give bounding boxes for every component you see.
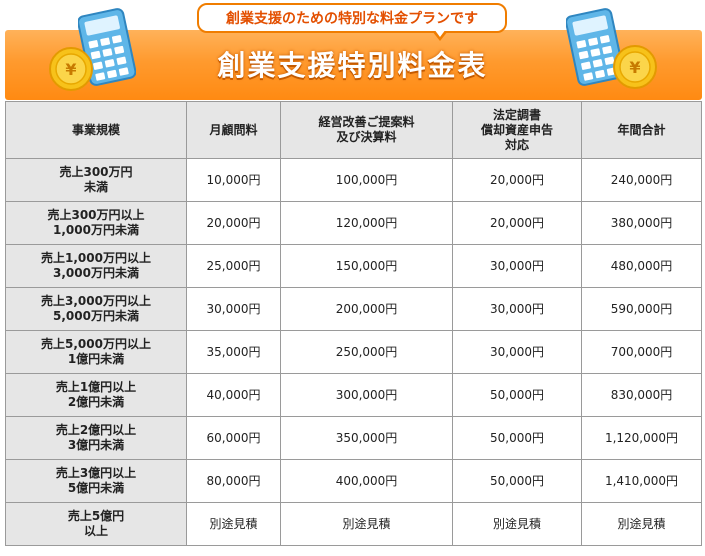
header-business-scale: 事業規模 [5,101,187,159]
table-row: 売上3,000万円以上 5,000万円未満 30,000円 200,000円 30,00… [5,287,702,331]
svg-text:¥: ¥ [65,60,76,79]
pricing-table: 事業規模 月顧問料 経営改善ご提案料 及び決算料 法定調書 償却資産申告 対応 年間合… [5,101,702,546]
row-monthly-fee: 80,000円 [186,459,281,503]
row-proposal-fee: 350,000円 [280,416,453,460]
row-statutory-fee: 30,000円 [452,287,582,331]
header-statutory-fee: 法定調書 償却資産申告 対応 [452,101,582,159]
row-proposal-fee: 別途見積 [280,502,453,546]
row-business-scale: 売上1,000万円以上 3,000万円未満 [5,244,187,288]
row-annual-total: 380,000円 [581,201,702,245]
row-annual-total: 830,000円 [581,373,702,417]
row-business-scale: 売上300万円以上 1,000万円未満 [5,201,187,245]
page-title: 創業支援特別料金表 [217,49,488,82]
header-monthly-fee: 月顧問料 [186,101,281,159]
yen-coin-icon: ¥ [613,45,657,89]
table-row: 売上1,000万円以上 3,000万円未満 25,000円 150,000円 30,00… [5,244,702,288]
row-statutory-fee: 50,000円 [452,373,582,417]
row-monthly-fee: 35,000円 [186,330,281,374]
row-business-scale: 売上3,000万円以上 5,000万円未満 [5,287,187,331]
row-statutory-fee: 30,000円 [452,330,582,374]
table-row: 売上300万円 未満 10,000円 100,000円 20,000円 240,000円 [5,158,702,202]
row-business-scale: 売上5,000万円以上 1億円未満 [5,330,187,374]
row-proposal-fee: 300,000円 [280,373,453,417]
row-annual-total: 590,000円 [581,287,702,331]
row-statutory-fee: 30,000円 [452,244,582,288]
table-row: 売上300万円以上 1,000万円未満 20,000円 120,000円 20,000円… [5,201,702,245]
speech-bubble: 創業支援のための特別な料金プランです [197,3,507,33]
row-proposal-fee: 250,000円 [280,330,453,374]
row-proposal-fee: 120,000円 [280,201,453,245]
row-monthly-fee: 20,000円 [186,201,281,245]
header-annual-total: 年間合計 [581,101,702,159]
row-annual-total: 700,000円 [581,330,702,374]
row-business-scale: 売上5億円 以上 [5,502,187,546]
row-annual-total: 480,000円 [581,244,702,288]
row-statutory-fee: 20,000円 [452,158,582,202]
table-row: 売上5,000万円以上 1億円未満 35,000円 250,000円 30,000円 70… [5,330,702,374]
row-business-scale: 売上2億円以上 3億円未満 [5,416,187,460]
row-annual-total: 1,120,000円 [581,416,702,460]
calculator-icon [566,8,624,86]
row-monthly-fee: 別途見積 [186,502,281,546]
row-monthly-fee: 60,000円 [186,416,281,460]
table-row: 売上1億円以上 2億円未満 40,000円 300,000円 50,000円 830,00… [5,373,702,417]
speech-bubble-tail [432,29,448,41]
row-proposal-fee: 400,000円 [280,459,453,503]
row-business-scale: 売上1億円以上 2億円未満 [5,373,187,417]
bubble-text: 創業支援のための特別な料金プランです [226,11,478,27]
row-statutory-fee: 50,000円 [452,459,582,503]
row-statutory-fee: 別途見積 [452,502,582,546]
table-row: 売上3億円以上 5億円未満 80,000円 400,000円 50,000円 1,410,… [5,459,702,503]
row-monthly-fee: 30,000円 [186,287,281,331]
row-proposal-fee: 200,000円 [280,287,453,331]
row-statutory-fee: 20,000円 [452,201,582,245]
row-monthly-fee: 25,000円 [186,244,281,288]
row-proposal-fee: 150,000円 [280,244,453,288]
svg-text:¥: ¥ [629,58,640,77]
row-monthly-fee: 10,000円 [186,158,281,202]
row-monthly-fee: 40,000円 [186,373,281,417]
row-annual-total: 1,410,000円 [581,459,702,503]
row-business-scale: 売上300万円 未満 [5,158,187,202]
row-annual-total: 240,000円 [581,158,702,202]
row-annual-total: 別途見積 [581,502,702,546]
table-row: 売上2億円以上 3億円未満 60,000円 350,000円 50,000円 1,120,… [5,416,702,460]
yen-coin-icon: ¥ [49,47,93,91]
table-row: 売上5億円 以上 別途見積 別途見積 別途見積 別途見積 [5,502,702,546]
row-statutory-fee: 50,000円 [452,416,582,460]
row-proposal-fee: 100,000円 [280,158,453,202]
row-business-scale: 売上3億円以上 5億円未満 [5,459,187,503]
header-proposal-fee: 経営改善ご提案料 及び決算料 [280,101,453,159]
table-header-row: 事業規模 月顧問料 経営改善ご提案料 及び決算料 法定調書 償却資産申告 対応 年間合… [5,101,702,159]
